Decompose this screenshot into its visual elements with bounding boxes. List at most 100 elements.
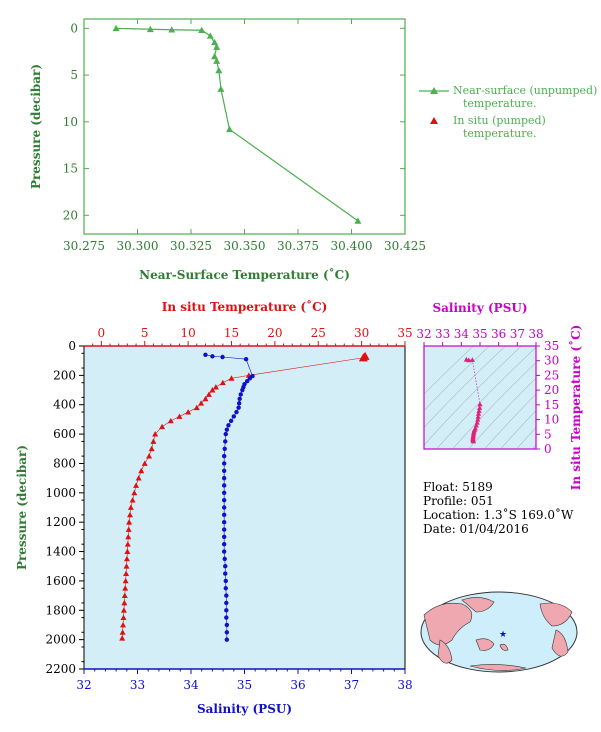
ts-point [477,405,483,410]
near-surface-point [226,125,234,133]
world-map [420,591,578,673]
legend-item-in-situ: In situ (pumped) temperature. [418,114,597,140]
salinity-point [238,392,243,397]
panel-b-frame [83,345,406,670]
temperature-point [124,541,131,547]
isopycnal-line [500,410,536,449]
temperature-point [228,375,235,381]
ts-point [466,357,472,363]
salinity-point [221,461,227,466]
legend-red-triangle-icon [430,117,438,124]
map-land [539,602,573,627]
panel-a-xtick-label: 30.350 [224,239,266,253]
temperature-point [123,563,130,569]
pressure-tick-label: 1000 [45,486,76,500]
temperature-point [122,577,129,584]
sal-axis-label: Salinity (PSU) [197,702,292,716]
isopycnal-line [516,427,536,449]
temperature-point [126,519,133,525]
temperature-point [121,592,128,598]
near-surface-point [112,24,120,32]
panel-a-ytick-label: 15 [63,162,78,176]
pressure-tick-label: 600 [53,427,76,441]
salinity-point [221,453,227,459]
pressure-tick-label: 2000 [45,633,76,647]
temperature-point [176,413,183,419]
temperature-point [193,404,200,411]
temperature-point [198,400,205,406]
temperature-point [119,635,126,641]
salinity-point [221,497,227,503]
panel-a-ytick-label: 20 [63,208,78,222]
legend: Near-surface (unpumped) temperature. In … [418,84,597,140]
salinity-point [221,542,227,547]
isopycnal-line [424,346,522,446]
temperature-point [159,423,166,430]
legend-item-near-surface: Near-surface (unpumped) temperature. [418,84,597,110]
float-location-star-icon: ★ [499,630,507,640]
ts-xtick-label: 34 [454,327,470,341]
ts-xtick-label: 33 [435,327,450,341]
salinity-point [224,630,230,635]
sal-tick-label: 37 [344,678,359,692]
temperature-point [126,511,133,518]
ts-point [475,411,482,416]
near-surface-point [213,57,221,64]
isopycnal-line [424,346,506,428]
salinity-point [222,556,227,562]
panel-b-ylabel: Pressure (decibar) [15,445,29,570]
salinity-point [221,475,227,481]
pressure-tick-label: 400 [53,398,76,412]
map-land [475,638,495,651]
float-info: Float: 5189 Profile: 051 Location: 1.3˚S… [423,480,573,536]
temperature-point [358,353,368,362]
panel-a-ytick-label: 5 [70,68,78,82]
ts-point [477,401,483,407]
salinity-point [223,571,228,576]
salinity-point [221,534,227,540]
legend-label-1b: temperature. [463,97,537,110]
isopycnal-line [436,346,536,449]
temperature-point [133,482,140,488]
temp-tick-label: 15 [224,326,239,340]
salinity-point [224,608,229,613]
ts-point [469,357,475,362]
temp-tick-label: 35 [397,326,412,340]
pressure-tick-label: 1200 [45,515,76,529]
ts-xtick-label: 37 [510,327,525,341]
salinity-point [224,637,230,642]
near-surface-point [198,26,206,34]
salinity-point [224,427,230,432]
panel-a-ylabel: Pressure (decibar) [29,64,43,189]
salinity-point [237,396,242,402]
temperature-point [146,453,153,459]
ts-xtick-label: 36 [491,327,506,341]
near-surface-point [217,85,225,92]
pressure-tick-label: 800 [53,456,76,470]
sal-tick-label: 32 [76,678,91,692]
temp-axis-label: In situ Temperature (˚C) [162,299,328,314]
panel-a-xtick-label: 30.400 [331,239,373,253]
panel-a-frame [83,18,406,235]
temp-tick-label: 25 [311,326,326,340]
temperature-point [219,379,226,386]
ts-background [424,346,536,449]
temperature-point [185,409,192,415]
isopycnal-line [424,346,490,411]
float-id: Float: 5189 [423,480,493,494]
salinity-point [231,414,236,419]
panel-a-ytick-label: 0 [70,21,78,35]
near-surface-point [215,66,223,74]
near-surface-point [211,38,219,46]
pressure-tick-label: 0 [68,339,76,353]
map-land [461,597,495,613]
ts-ylabel: In situ Temperature (˚C) [568,325,583,491]
temperature-point [202,395,209,402]
legend-label-2: In situ (pumped) [453,114,546,127]
date: Date: 01/04/2016 [423,522,529,536]
pressure-tick-label: 200 [53,368,76,382]
temperature-point [212,384,219,390]
ts-point [475,414,481,419]
temperature-point [209,387,216,393]
salinity-point [224,615,229,620]
